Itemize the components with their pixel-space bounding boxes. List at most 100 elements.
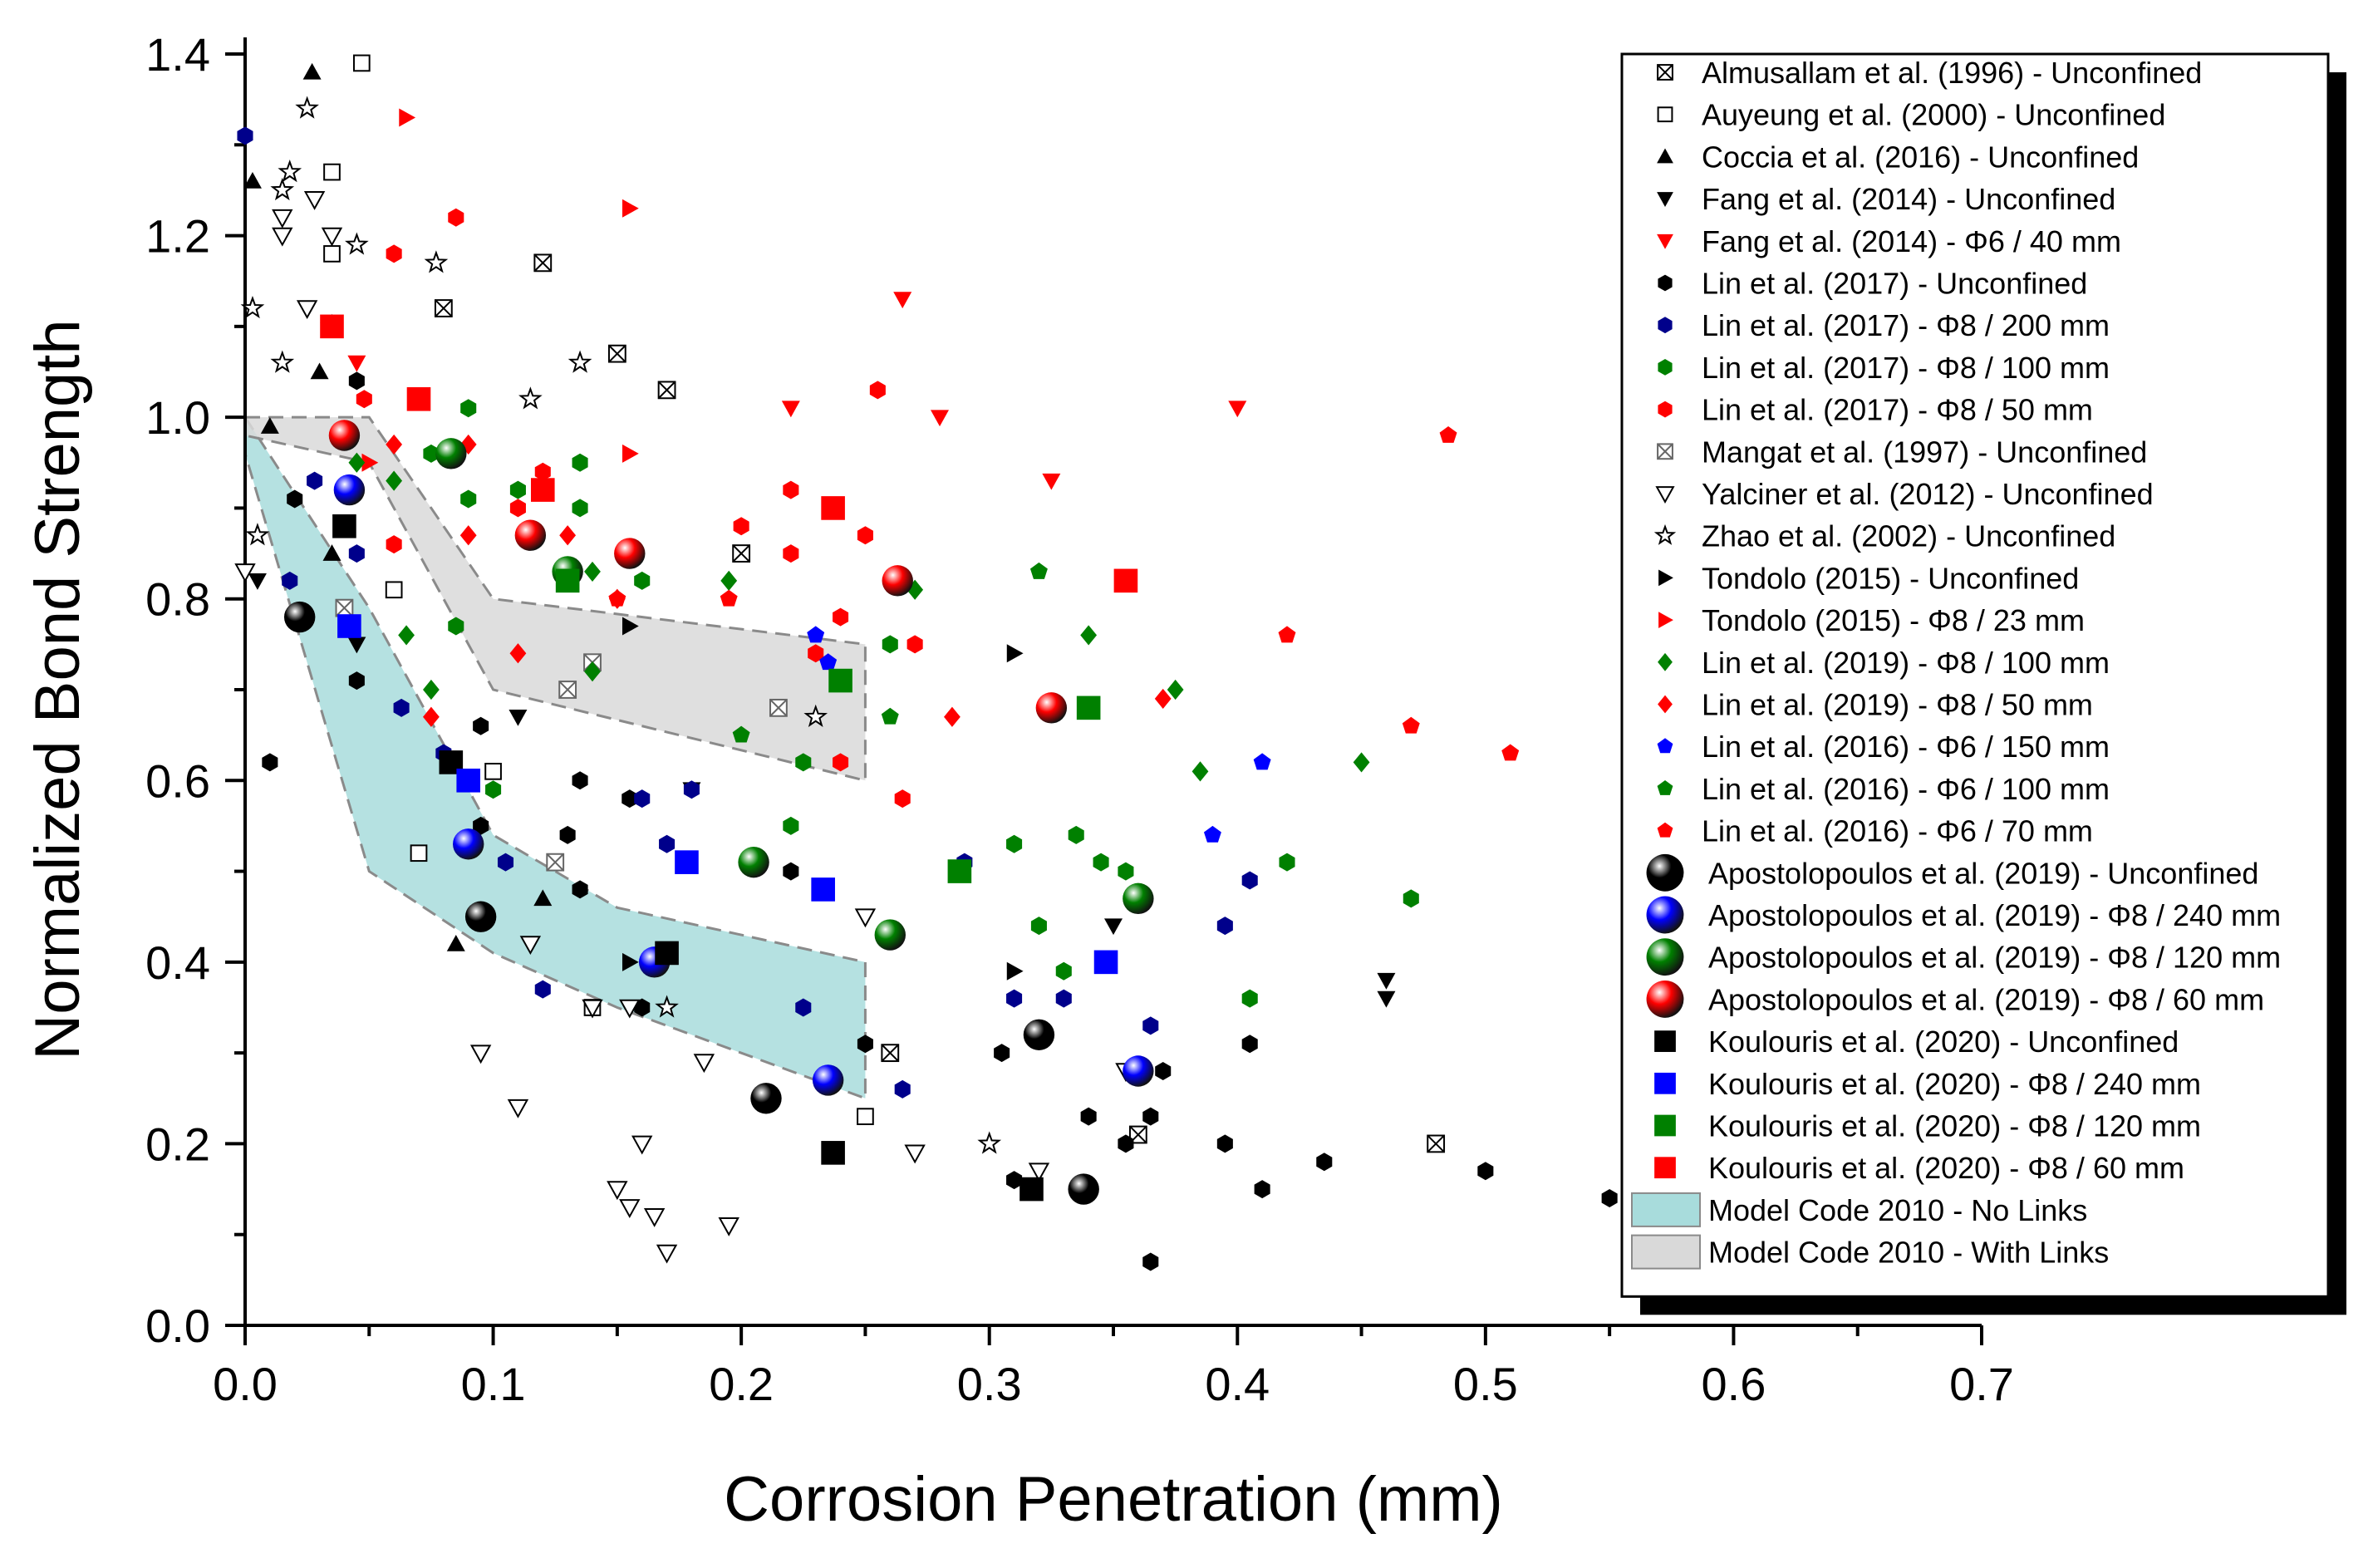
- data-point: [781, 401, 800, 418]
- band-with-links: [243, 415, 867, 783]
- data-point: [530, 478, 555, 502]
- data-point: [783, 544, 799, 563]
- data-point: [446, 935, 465, 951]
- data-point: [582, 999, 603, 1019]
- data-point: [1055, 961, 1072, 981]
- data-point: [484, 763, 502, 780]
- data-point: [323, 245, 341, 263]
- data-point: [270, 350, 295, 373]
- legend-label: Apostolopoulos et al. (2019) - Φ8 / 240 …: [1708, 898, 2281, 932]
- data-point: [655, 995, 679, 1018]
- data-point: [614, 538, 646, 569]
- legend-marker: [1654, 1114, 1676, 1137]
- data-point: [473, 716, 489, 735]
- data-point: [1191, 761, 1209, 782]
- data-point: [1080, 1107, 1097, 1126]
- data-point: [348, 544, 365, 563]
- data-point: [1006, 961, 1024, 981]
- data-point: [348, 671, 365, 691]
- data-point: [559, 525, 577, 546]
- series-12: [622, 617, 1024, 981]
- y-tick-label: 1.4: [145, 28, 210, 81]
- legend-label: Tondolo (2015) - Φ8 / 23 mm: [1702, 603, 2085, 637]
- legend-label: Coccia et al. (2016) - Unconfined: [1702, 140, 2139, 174]
- legend-label: Koulouris et al. (2020) - Unconfined: [1708, 1025, 2179, 1059]
- data-point: [497, 853, 514, 872]
- data-point: [1142, 1107, 1159, 1126]
- data-point: [287, 489, 303, 509]
- legend-label: Lin et al. (2017) - Φ8 / 50 mm: [1702, 393, 2093, 427]
- data-point: [1006, 1171, 1023, 1190]
- legend-marker: [1658, 652, 1673, 671]
- data-point: [469, 1045, 492, 1064]
- data-point: [1216, 1134, 1233, 1153]
- x-tick-label: 0.1: [461, 1358, 526, 1410]
- data-point: [1104, 918, 1123, 936]
- data-point: [533, 253, 553, 273]
- data-point: [1601, 1189, 1618, 1207]
- data-point: [1080, 625, 1098, 646]
- data-point: [423, 679, 440, 700]
- data-point: [1006, 834, 1023, 853]
- legend-marker: [1658, 274, 1673, 292]
- data-point: [559, 825, 576, 844]
- data-point: [720, 589, 738, 607]
- data-point: [1241, 871, 1258, 890]
- data-point: [399, 108, 416, 127]
- y-tick-label: 1.0: [145, 391, 210, 444]
- data-point: [1253, 753, 1271, 770]
- data-point: [657, 381, 676, 400]
- legend-marker: [1655, 486, 1675, 504]
- data-point: [332, 514, 356, 538]
- data-point: [1030, 917, 1047, 936]
- data-point: [347, 637, 366, 654]
- data-point: [460, 489, 477, 509]
- series-25: [555, 568, 1101, 883]
- data-point: [857, 1035, 873, 1054]
- data-point: [398, 625, 415, 646]
- legend-marker: [1657, 738, 1673, 754]
- data-point: [453, 828, 484, 860]
- data-point: [738, 846, 769, 878]
- data-point: [1501, 744, 1520, 761]
- data-point: [1216, 917, 1233, 936]
- series-19: [283, 601, 1099, 1205]
- data-point: [733, 517, 749, 536]
- data-point: [303, 191, 326, 210]
- legend-marker: [1653, 523, 1677, 545]
- data-point: [572, 453, 588, 472]
- data-point: [783, 862, 799, 881]
- data-point: [893, 292, 912, 309]
- data-point: [310, 362, 329, 380]
- data-point: [1353, 752, 1370, 773]
- data-point: [904, 1144, 926, 1164]
- data-point: [1142, 1016, 1159, 1035]
- data-point: [1055, 989, 1072, 1008]
- data-points: [234, 54, 1618, 1271]
- data-point: [634, 571, 651, 590]
- data-point: [783, 480, 799, 499]
- data-point: [295, 96, 319, 119]
- data-point: [361, 453, 379, 472]
- legend-label: Tondolo (2015) - Unconfined: [1702, 561, 2079, 595]
- data-point: [944, 706, 960, 727]
- data-point: [808, 644, 824, 663]
- data-point: [485, 780, 502, 799]
- data-point: [1068, 825, 1084, 844]
- series-22: [328, 420, 1068, 724]
- y-tick-label: 0.4: [145, 936, 210, 989]
- data-point: [423, 706, 440, 727]
- data-point: [634, 789, 651, 809]
- data-point: [283, 601, 316, 633]
- data-point: [693, 1054, 715, 1074]
- legend-box: [1620, 52, 2330, 1298]
- data-point: [507, 1099, 529, 1118]
- series-17: [732, 562, 1048, 743]
- data-point: [270, 177, 295, 201]
- legend-label: Zhao et al. (2002) - Unconfined: [1702, 519, 2115, 553]
- data-point: [386, 434, 403, 455]
- data-point: [1042, 473, 1061, 490]
- data-point: [833, 607, 849, 627]
- data-point: [272, 209, 293, 229]
